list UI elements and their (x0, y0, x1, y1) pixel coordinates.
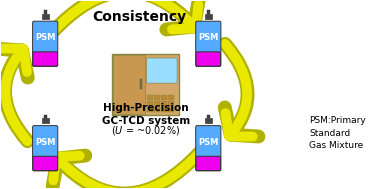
Bar (42, 14, 49, 19)
Bar (147, 107, 153, 112)
FancyBboxPatch shape (33, 126, 58, 171)
FancyArrowPatch shape (225, 44, 258, 136)
Bar (147, 101, 153, 106)
FancyBboxPatch shape (33, 21, 58, 66)
Bar (154, 101, 160, 106)
FancyArrowPatch shape (53, 152, 200, 189)
Text: PSM: PSM (35, 138, 55, 147)
FancyArrowPatch shape (225, 44, 253, 137)
Bar (161, 95, 167, 100)
Text: PSM:Primary
Standard
Gas Mixture: PSM:Primary Standard Gas Mixture (309, 116, 366, 150)
Bar (42, 118, 49, 123)
Bar (168, 107, 174, 112)
Bar (205, 118, 212, 123)
Bar (168, 101, 174, 106)
Bar (140, 79, 142, 89)
FancyBboxPatch shape (33, 156, 58, 170)
Text: ($U$ = ~0.02%): ($U$ = ~0.02%) (111, 124, 181, 137)
Bar (206, 10, 210, 14)
FancyBboxPatch shape (196, 21, 221, 66)
Bar (161, 107, 167, 112)
Bar (206, 115, 210, 118)
Text: PSM: PSM (198, 138, 218, 147)
Bar (154, 95, 160, 100)
Text: Consistency: Consistency (92, 10, 186, 24)
Text: High-Precision
GC-TCD system: High-Precision GC-TCD system (102, 103, 190, 126)
Bar (168, 95, 174, 100)
FancyArrowPatch shape (52, 0, 198, 33)
Bar (161, 101, 167, 106)
Bar (113, 55, 145, 114)
FancyBboxPatch shape (196, 156, 221, 170)
FancyBboxPatch shape (33, 52, 58, 66)
Bar (205, 14, 212, 19)
FancyArrowPatch shape (53, 152, 200, 189)
FancyBboxPatch shape (146, 58, 177, 83)
Bar (147, 95, 153, 100)
Bar (43, 115, 47, 118)
FancyArrowPatch shape (52, 0, 199, 33)
FancyArrowPatch shape (0, 48, 28, 141)
Bar (154, 107, 160, 112)
FancyBboxPatch shape (196, 52, 221, 66)
Bar (112, 54, 180, 115)
FancyBboxPatch shape (196, 126, 221, 171)
Text: PSM: PSM (35, 33, 55, 42)
FancyArrowPatch shape (0, 49, 28, 141)
Bar (43, 10, 47, 14)
Text: PSM: PSM (198, 33, 218, 42)
